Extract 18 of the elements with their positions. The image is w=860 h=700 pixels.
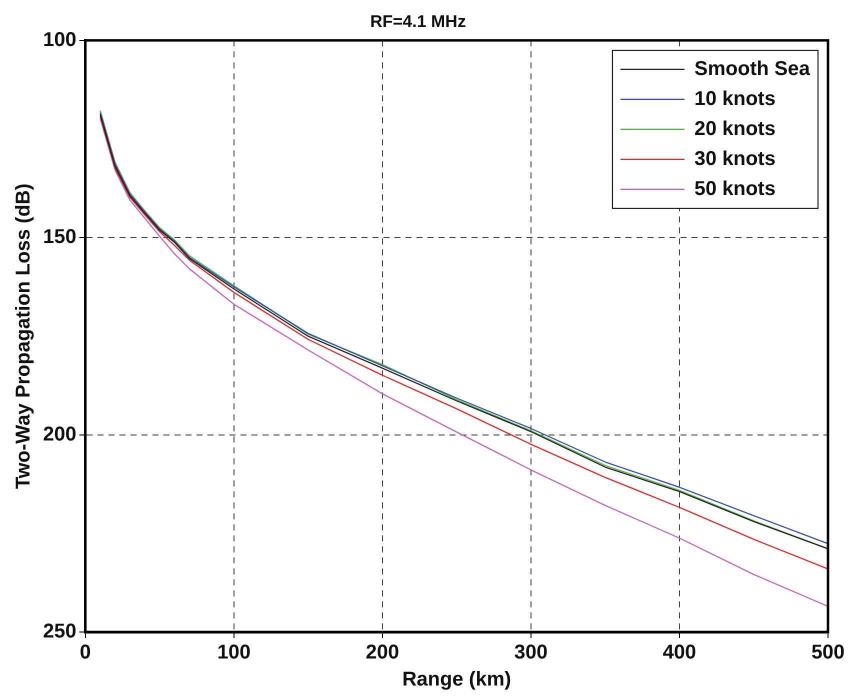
y-tick-label: 200 bbox=[42, 423, 76, 446]
x-tick-label: 300 bbox=[514, 642, 548, 664]
x-tick-label: 200 bbox=[366, 642, 400, 664]
legend-label: 50 knots bbox=[694, 178, 776, 200]
x-tick-label: 100 bbox=[217, 642, 251, 664]
y-tick-label: 100 bbox=[42, 28, 76, 51]
legend-label: 10 knots bbox=[694, 88, 776, 110]
legend-label: Smooth Sea bbox=[694, 58, 811, 80]
legend-label: 30 knots bbox=[694, 148, 776, 170]
legend-label: 20 knots bbox=[694, 118, 776, 140]
x-tick-label: 400 bbox=[662, 642, 696, 664]
y-tick-label: 250 bbox=[42, 620, 76, 643]
x-axis-title: Range (km) bbox=[402, 668, 512, 691]
chart-title: RF=4.1 MHz bbox=[370, 12, 466, 31]
x-tick-label: 0 bbox=[80, 642, 91, 664]
y-axis-title: Two-Way Propagation Loss (dB) bbox=[12, 183, 35, 489]
y-tick-label: 150 bbox=[42, 226, 76, 248]
x-tick-label: 500 bbox=[811, 642, 845, 664]
